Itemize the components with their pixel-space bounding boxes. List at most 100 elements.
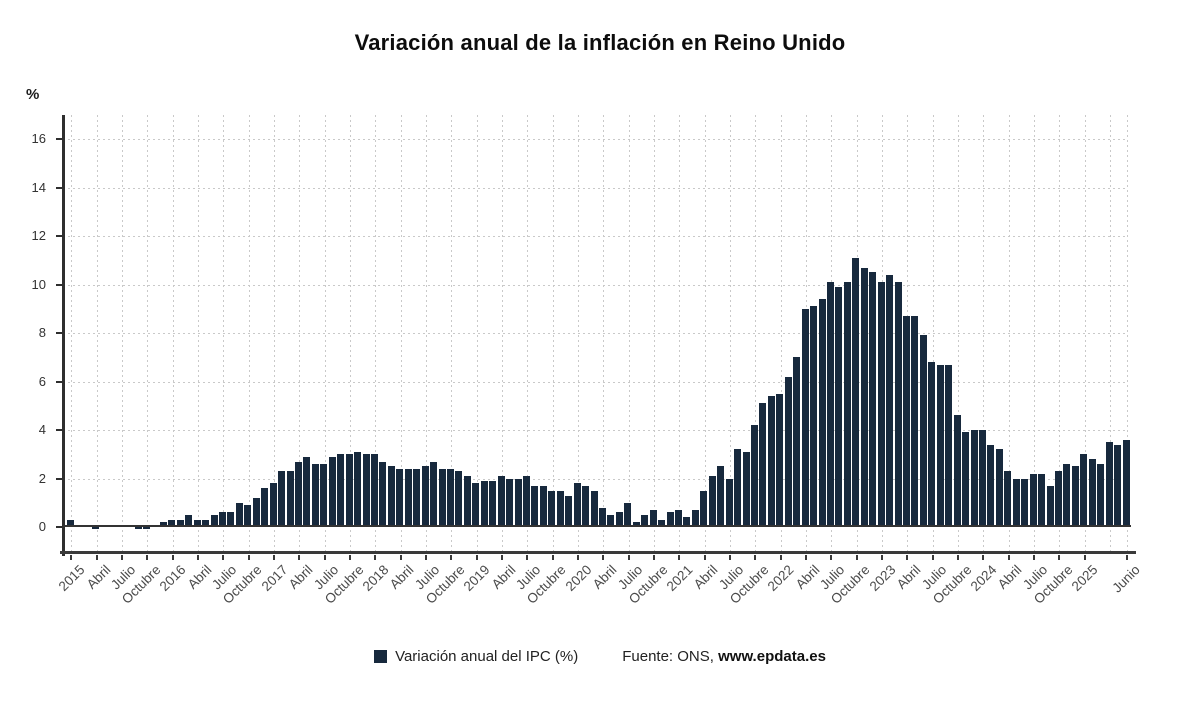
bar-2025-03[interactable] bbox=[1097, 463, 1105, 527]
bar-2017-08[interactable] bbox=[328, 456, 336, 527]
bar-2016-04[interactable] bbox=[193, 519, 201, 527]
bar-2024-12[interactable] bbox=[1071, 466, 1079, 527]
bar-2020-12[interactable] bbox=[666, 512, 674, 527]
bar-2025-01[interactable] bbox=[1080, 454, 1088, 528]
bar-2020-09[interactable] bbox=[641, 514, 649, 527]
bar-2022-09[interactable] bbox=[843, 282, 851, 527]
bar-2020-05[interactable] bbox=[607, 514, 615, 527]
bar-2018-01[interactable] bbox=[371, 454, 379, 528]
bar-2017-07[interactable] bbox=[320, 463, 328, 527]
bar-2024-09[interactable] bbox=[1046, 485, 1054, 527]
bar-2025-05[interactable] bbox=[1114, 444, 1122, 528]
bar-2020-10[interactable] bbox=[649, 510, 657, 527]
bar-2016-12[interactable] bbox=[261, 488, 269, 527]
bar-2022-07[interactable] bbox=[827, 282, 835, 527]
bar-2021-12[interactable] bbox=[767, 396, 775, 527]
bar-2024-05[interactable] bbox=[1012, 478, 1020, 527]
bar-2016-02[interactable] bbox=[176, 519, 184, 527]
bar-2018-10[interactable] bbox=[447, 468, 455, 527]
bar-2022-08[interactable] bbox=[835, 286, 843, 527]
bar-2021-03[interactable] bbox=[691, 510, 699, 527]
bar-2018-02[interactable] bbox=[379, 461, 387, 527]
bar-2018-06[interactable] bbox=[413, 468, 421, 527]
bar-2019-11[interactable] bbox=[556, 490, 564, 527]
bar-2020-08[interactable] bbox=[632, 522, 640, 527]
bar-2019-03[interactable] bbox=[489, 480, 497, 527]
bar-2016-10[interactable] bbox=[244, 505, 252, 527]
bar-2018-03[interactable] bbox=[387, 466, 395, 527]
bar-2016-01[interactable] bbox=[168, 519, 176, 527]
bar-2017-09[interactable] bbox=[337, 454, 345, 528]
bar-2024-04[interactable] bbox=[1004, 471, 1012, 527]
bar-2019-01[interactable] bbox=[472, 483, 480, 527]
bar-2019-10[interactable] bbox=[548, 490, 556, 527]
bar-2024-01[interactable] bbox=[979, 430, 987, 527]
bar-2020-04[interactable] bbox=[599, 507, 607, 527]
bar-2016-05[interactable] bbox=[202, 519, 210, 527]
bar-2021-06[interactable] bbox=[717, 466, 725, 527]
bar-2015-01[interactable] bbox=[67, 519, 75, 527]
bar-2019-04[interactable] bbox=[497, 476, 505, 527]
bar-2021-07[interactable] bbox=[725, 478, 733, 527]
bar-2022-11[interactable] bbox=[860, 267, 868, 527]
bar-2023-08[interactable] bbox=[936, 364, 944, 527]
bar-2015-10[interactable] bbox=[143, 527, 151, 530]
bar-2017-03[interactable] bbox=[286, 471, 294, 527]
bar-2023-10[interactable] bbox=[953, 415, 961, 527]
bar-2019-02[interactable] bbox=[480, 480, 488, 527]
bar-2021-05[interactable] bbox=[708, 476, 716, 527]
bar-2016-07[interactable] bbox=[219, 512, 227, 527]
bar-2016-11[interactable] bbox=[252, 497, 260, 527]
bar-2022-06[interactable] bbox=[818, 299, 826, 527]
bar-2020-03[interactable] bbox=[590, 490, 598, 527]
bar-2017-12[interactable] bbox=[362, 454, 370, 528]
bar-2016-03[interactable] bbox=[185, 514, 193, 527]
bar-2019-07[interactable] bbox=[523, 476, 531, 527]
bar-2017-05[interactable] bbox=[303, 456, 311, 527]
bar-2017-10[interactable] bbox=[345, 454, 353, 528]
bar-2016-06[interactable] bbox=[210, 514, 218, 527]
bar-2020-01[interactable] bbox=[573, 483, 581, 527]
bar-2023-05[interactable] bbox=[911, 316, 919, 527]
bar-2024-06[interactable] bbox=[1021, 478, 1029, 527]
bar-2022-03[interactable] bbox=[793, 357, 801, 528]
bar-2019-06[interactable] bbox=[514, 478, 522, 527]
bar-2023-01[interactable] bbox=[877, 282, 885, 527]
bar-2024-07[interactable] bbox=[1029, 473, 1037, 527]
bar-2016-08[interactable] bbox=[227, 512, 235, 527]
bar-2024-02[interactable] bbox=[987, 444, 995, 528]
bar-2017-06[interactable] bbox=[311, 463, 319, 527]
bar-2022-12[interactable] bbox=[869, 272, 877, 527]
bar-2023-06[interactable] bbox=[919, 335, 927, 527]
bar-2022-10[interactable] bbox=[852, 257, 860, 527]
bar-2021-09[interactable] bbox=[742, 451, 750, 527]
bar-2020-06[interactable] bbox=[615, 512, 623, 527]
bar-2022-04[interactable] bbox=[801, 308, 809, 528]
bar-2021-10[interactable] bbox=[751, 425, 759, 527]
bar-2015-12[interactable] bbox=[159, 522, 167, 527]
bar-2022-01[interactable] bbox=[776, 393, 784, 527]
bar-2019-09[interactable] bbox=[539, 485, 547, 527]
bar-2024-03[interactable] bbox=[995, 449, 1003, 527]
bar-2020-07[interactable] bbox=[624, 502, 632, 528]
bar-2019-12[interactable] bbox=[565, 495, 573, 527]
bar-2024-08[interactable] bbox=[1038, 473, 1046, 527]
bar-2021-11[interactable] bbox=[759, 403, 767, 527]
bar-2015-04[interactable] bbox=[92, 527, 100, 530]
bar-2023-04[interactable] bbox=[903, 316, 911, 527]
bar-2025-04[interactable] bbox=[1105, 442, 1113, 527]
bar-2023-11[interactable] bbox=[962, 432, 970, 527]
bar-2018-09[interactable] bbox=[438, 468, 446, 527]
bar-2018-11[interactable] bbox=[455, 471, 463, 527]
bar-2023-09[interactable] bbox=[945, 364, 953, 527]
bar-2020-11[interactable] bbox=[658, 519, 666, 527]
bar-2015-09[interactable] bbox=[134, 527, 142, 530]
bar-2025-06[interactable] bbox=[1122, 439, 1130, 527]
bar-2017-02[interactable] bbox=[278, 471, 286, 527]
source-site-link[interactable]: www.epdata.es bbox=[718, 648, 826, 665]
bar-2023-12[interactable] bbox=[970, 430, 978, 527]
bar-2024-10[interactable] bbox=[1054, 471, 1062, 527]
bar-2025-02[interactable] bbox=[1088, 459, 1096, 527]
bar-2018-12[interactable] bbox=[463, 476, 471, 527]
bar-2017-01[interactable] bbox=[269, 483, 277, 527]
